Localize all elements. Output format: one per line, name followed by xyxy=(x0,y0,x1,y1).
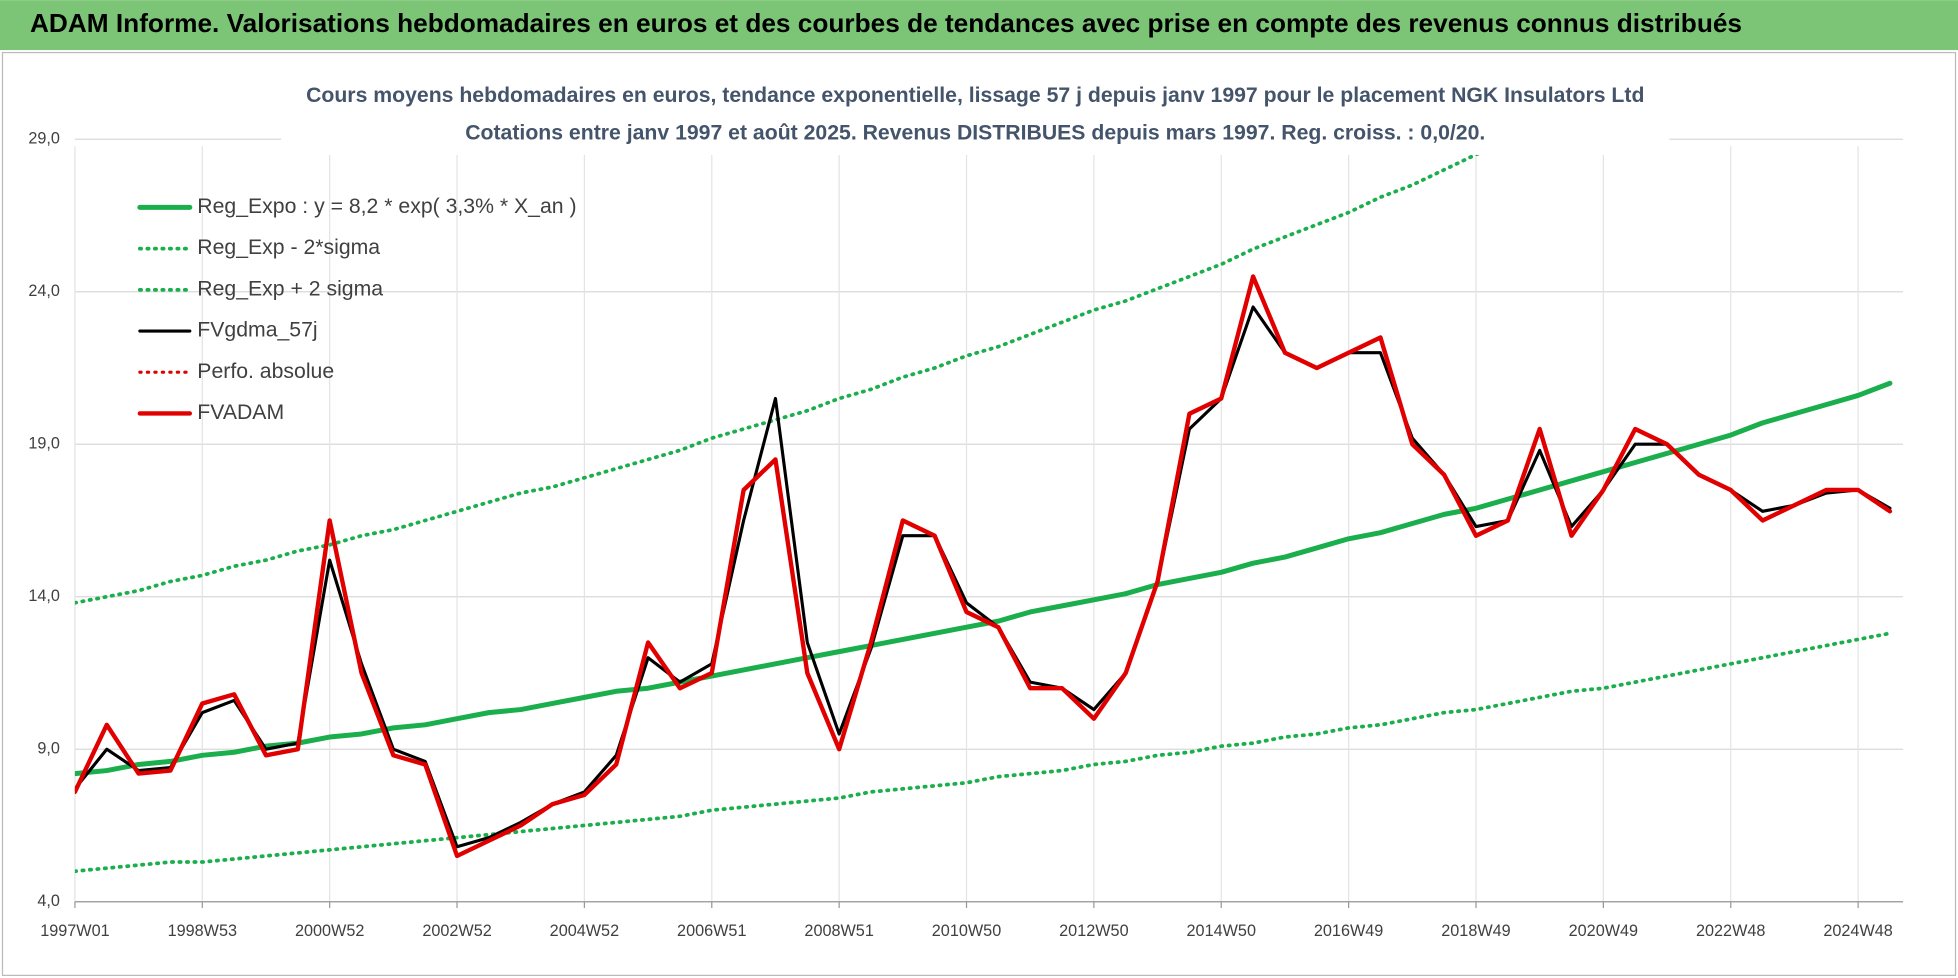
x-tick-label: 2020W49 xyxy=(1569,922,1638,940)
series-line xyxy=(74,305,1892,849)
header-bar xyxy=(0,0,1958,51)
x-tick-label: 1997W01 xyxy=(40,922,109,940)
legend: Reg_Expo : y = 8,2 * exp( 3,3% * X_an ) R… xyxy=(137,195,577,424)
x-tick-label: 2016W49 xyxy=(1314,922,1383,940)
legend-label: Perfo. absolue xyxy=(197,360,334,383)
x-tick-label: 2002W52 xyxy=(422,922,491,940)
frame xyxy=(1,51,1957,977)
y-tick-label: 24,0 xyxy=(28,282,60,300)
y-tick-label: 29,0 xyxy=(28,130,60,148)
series-line xyxy=(74,108,1583,605)
series-line xyxy=(74,274,1893,859)
series-line xyxy=(74,380,1893,777)
y-tick-label: 9,0 xyxy=(37,739,60,757)
legend-label: FVgdma_57j xyxy=(197,319,317,342)
x-tick-label: 2018W49 xyxy=(1441,922,1510,940)
legend-label: Reg_Exp + 2 sigma xyxy=(197,277,383,300)
series-line xyxy=(74,631,1892,874)
title-box xyxy=(280,77,1670,155)
legend-label: Reg_Exp - 2*sigma xyxy=(197,236,380,259)
grid: 4,0 9,0 14,0 19,0 24,0 29,0 1997W01 1998W53 2000… xyxy=(28,130,1904,940)
chart-title: Cours moyens hebdomadaires en euros, ten… xyxy=(306,84,1644,107)
x-tick-label: 2024W48 xyxy=(1823,922,1892,940)
chart-subtitle: Cotations entre janv 1997 et août 2025. … xyxy=(465,121,1485,144)
x-tick-label: 2012W50 xyxy=(1059,922,1128,940)
x-tick-label: 2000W52 xyxy=(295,922,364,940)
y-tick-label: 14,0 xyxy=(28,587,60,605)
x-tick-label: 2006W51 xyxy=(677,922,746,940)
x-tick-label: 2004W52 xyxy=(550,922,619,940)
x-tick-label: 2014W50 xyxy=(1187,922,1256,940)
y-tick-label: 4,0 xyxy=(37,892,60,910)
x-tick-label: 1998W53 xyxy=(168,922,237,940)
header: ADAM Informe. Valorisations hebdomadaire… xyxy=(30,8,1742,38)
x-tick-label: 2008W51 xyxy=(804,922,873,940)
x-tick-label: 2022W48 xyxy=(1696,922,1765,940)
legend-label: Reg_Expo : y = 8,2 * exp( 3,3% * X_an ) xyxy=(197,195,576,218)
plot-area xyxy=(74,108,1893,874)
x-tick-label: 2010W50 xyxy=(932,922,1001,940)
legend-label: FVADAM xyxy=(197,401,284,424)
y-tick-label: 19,0 xyxy=(28,435,60,453)
